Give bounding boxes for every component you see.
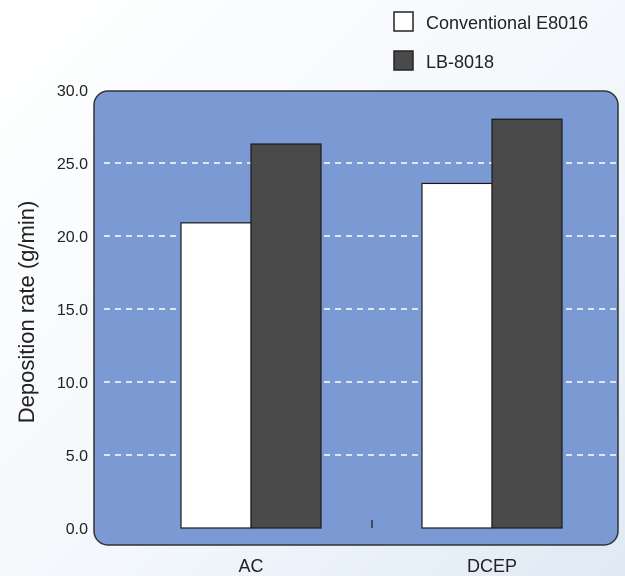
x-tick-label: AC xyxy=(238,556,263,576)
legend: Conventional E8016 LB-8018 xyxy=(393,11,588,72)
y-tick-label: 30.0 xyxy=(57,83,88,100)
y-tick-label: 25.0 xyxy=(57,156,88,173)
bar-ac-conventional xyxy=(180,222,252,529)
bars xyxy=(180,118,563,529)
legend-label-conventional: Conventional E8016 xyxy=(426,13,588,33)
legend-swatch-lb8018 xyxy=(393,50,414,71)
y-tick-label: 20.0 xyxy=(57,229,88,246)
x-tick-labels: AC DCEP xyxy=(238,556,517,576)
y-tick-label: 15.0 xyxy=(57,302,88,319)
x-tick-label: DCEP xyxy=(467,556,517,576)
bar-dcep-conventional xyxy=(421,182,493,529)
legend-swatch-conventional xyxy=(393,11,414,32)
y-tick-labels: 0.0 5.0 10.0 15.0 20.0 25.0 30.0 xyxy=(57,83,88,538)
legend-label-lb8018: LB-8018 xyxy=(426,52,494,72)
y-axis-label: Deposition rate (g/min) xyxy=(14,201,39,424)
y-tick-label: 0.0 xyxy=(66,521,88,538)
y-tick-label: 10.0 xyxy=(57,375,88,392)
bar-dcep-lb8018 xyxy=(491,118,563,529)
gridlines xyxy=(104,162,618,456)
bar-ac-lb8018 xyxy=(250,143,322,529)
y-tick-label: 5.0 xyxy=(66,448,88,465)
